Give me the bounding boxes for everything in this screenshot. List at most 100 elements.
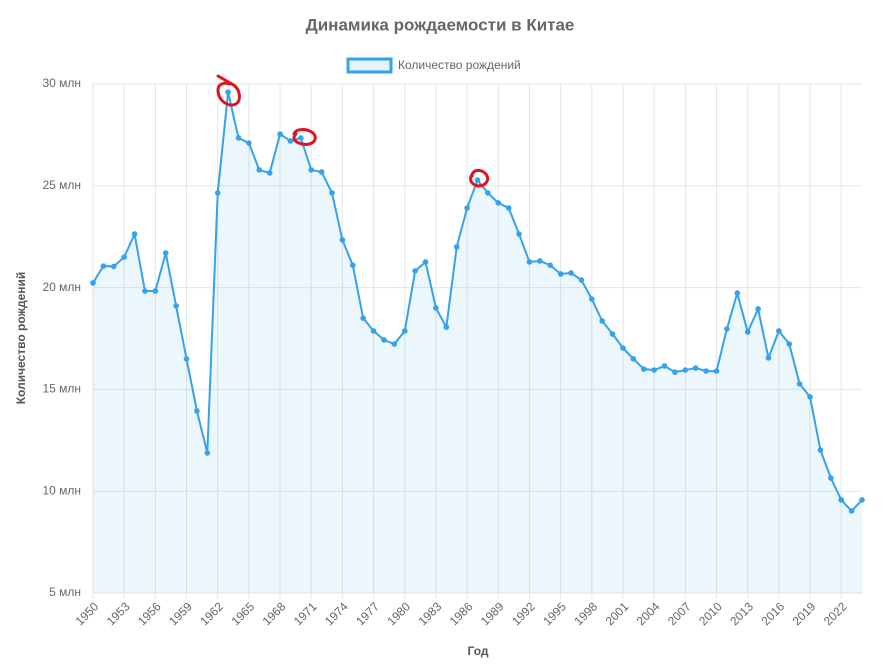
point [194,408,200,414]
point [765,355,772,361]
x-tick-label: 1956 [135,599,164,628]
point [329,190,335,196]
point [568,270,574,276]
x-tick-label: 1974 [322,599,351,628]
point [724,326,730,332]
area [93,92,862,594]
x-tick-label: 1992 [509,599,538,628]
point [349,262,356,269]
point [744,329,751,335]
point [422,259,429,265]
x-tick-label: 1977 [353,599,382,628]
point [110,263,117,270]
point [433,305,439,311]
point [682,367,689,373]
point [152,288,159,294]
x-tick-label: 2022 [821,599,850,628]
point [142,288,148,294]
x-tick-label: 2010 [696,599,725,628]
point [692,365,699,371]
point [661,363,668,369]
x-tick-label: 1953 [104,599,133,628]
x-tick-label: 1971 [291,599,320,628]
point [381,337,387,343]
point [246,140,252,146]
point [401,328,408,334]
y-tick-label: 20 млн [42,280,81,294]
x-tick-label: 1968 [260,599,289,628]
point [308,167,315,173]
x-tick-label: 2019 [790,599,819,628]
x-tick-label: 1965 [228,599,257,628]
point [204,450,211,456]
point [838,497,845,503]
point [578,277,585,283]
point [485,190,491,196]
point [557,271,564,277]
point [225,89,231,95]
point [339,237,346,243]
x-tick-label: 2007 [665,599,694,628]
plot [90,89,865,594]
point [828,475,834,481]
point [100,263,107,269]
point [703,368,709,374]
point [859,497,865,503]
x-tick-label: 1962 [197,599,226,628]
point [360,315,366,321]
point [776,328,782,334]
point [90,280,96,286]
point [474,177,481,183]
point [121,254,127,260]
point [848,508,855,514]
x-tick-label: 1980 [384,599,413,628]
point [173,303,179,309]
x-tick-label: 2001 [603,599,632,628]
x-tick-label: 1983 [416,599,445,628]
point [589,296,595,302]
x-tick-label: 2016 [758,599,787,628]
point [786,341,793,347]
point [755,306,761,312]
point [298,135,304,141]
x-tick-label: 1986 [447,599,476,628]
x-tick-label: 1995 [540,599,569,628]
legend-label: Количество рождений [398,58,521,72]
point [443,324,450,330]
point [453,244,460,250]
annotation-circle [216,74,241,107]
point [651,367,657,373]
point [547,262,554,269]
point [734,290,741,296]
point [817,447,824,453]
y-tick-label: 5 млн [49,585,81,599]
point [620,345,626,351]
point [412,268,418,274]
point [640,366,647,372]
point [277,131,283,137]
annotation-circle [292,128,317,146]
x-tick-label: 2013 [727,599,756,628]
point [464,205,470,211]
x-tick-label: 1998 [571,599,600,628]
point [516,231,522,237]
point [370,328,377,334]
y-tick-label: 25 млн [42,178,81,192]
point [131,231,138,237]
point [256,167,263,173]
point [609,331,616,337]
point [318,169,325,175]
point [287,138,294,144]
point [266,170,273,176]
point [796,381,803,387]
annotations [216,74,490,188]
point [526,259,533,265]
legend-swatch [346,57,393,74]
point [713,368,720,374]
x-tick-label: 1989 [478,599,507,628]
x-tick-label: 2004 [634,599,663,628]
point [391,341,398,347]
y-tick-label: 10 млн [42,483,81,497]
x-tick-label: 1959 [166,599,195,628]
